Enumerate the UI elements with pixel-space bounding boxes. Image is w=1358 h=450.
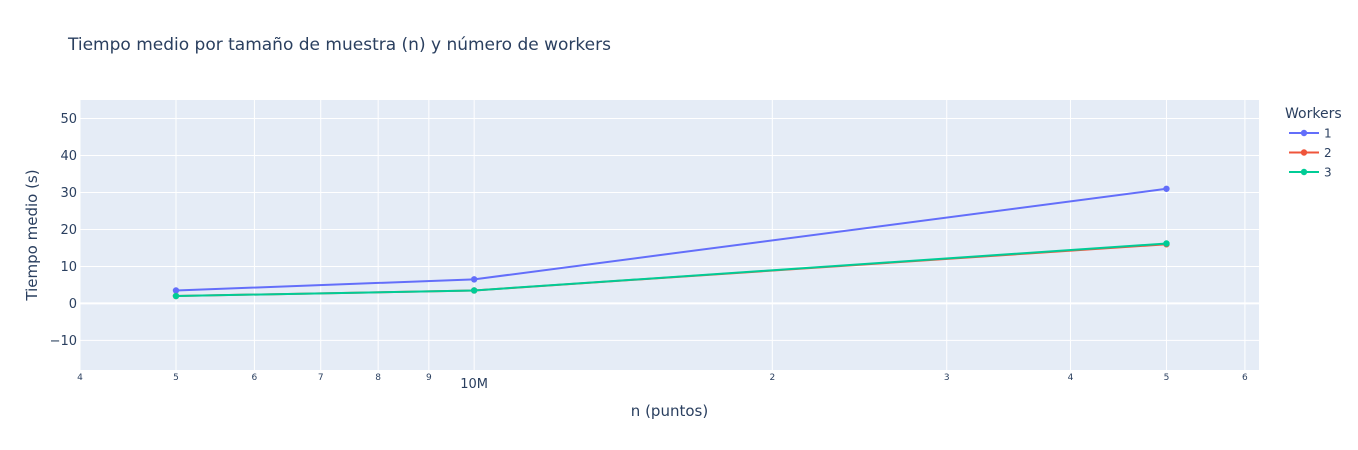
x-tick-label: 7 <box>318 373 324 383</box>
legend: Workers 1 2 3 <box>1285 106 1342 180</box>
x-tick-label: 6 <box>1242 373 1248 383</box>
y-tick-label: 20 <box>60 223 77 238</box>
data-point <box>470 276 478 283</box>
legend-marker <box>1300 149 1308 156</box>
legend-item-label: 2 <box>1324 146 1332 160</box>
grid <box>79 100 1259 370</box>
legend-marker <box>1300 168 1308 176</box>
data-point <box>470 287 478 294</box>
legend-marker <box>1300 129 1308 137</box>
y-tick-label: 40 <box>60 149 77 164</box>
data-point <box>1163 185 1170 192</box>
x-tick-labels: 4 5 6 7 8 9 10M 2 3 4 5 6 <box>77 373 1248 392</box>
x-tick-label: 9 <box>426 373 432 383</box>
y-tick-label: 10 <box>60 260 77 275</box>
x-tick-label: 3 <box>944 373 950 383</box>
x-tick-label: 10M <box>460 377 488 392</box>
data-point <box>172 292 180 300</box>
x-tick-label: 4 <box>1068 373 1074 383</box>
legend-item-label: 3 <box>1324 166 1332 180</box>
x-tick-label: 5 <box>1164 373 1170 383</box>
x-tick-label: 5 <box>173 373 179 383</box>
plot-area <box>80 100 1259 370</box>
x-tick-label: 6 <box>252 373 258 383</box>
y-tick-label: 50 <box>60 112 77 127</box>
data-point <box>1163 240 1170 247</box>
x-tick-label: 8 <box>375 373 381 383</box>
chart-title: Tiempo medio por tamaño de muestra (n) y… <box>67 35 611 55</box>
x-tick-label: 2 <box>769 373 775 383</box>
legend-item-label: 1 <box>1324 127 1332 141</box>
data-point <box>172 287 180 294</box>
y-axis-title: Tiempo medio (s) <box>23 169 41 301</box>
x-tick-label: 4 <box>77 373 83 383</box>
y-tick-label: 30 <box>60 186 77 201</box>
y-tick-label: 0 <box>69 297 77 312</box>
series-lines <box>172 185 1170 300</box>
y-tick-labels: −10 0 10 20 30 40 50 <box>50 112 77 349</box>
y-tick-label: −10 <box>50 334 77 349</box>
x-axis-title: n (puntos) <box>631 402 708 420</box>
legend-title: Workers <box>1285 106 1342 122</box>
